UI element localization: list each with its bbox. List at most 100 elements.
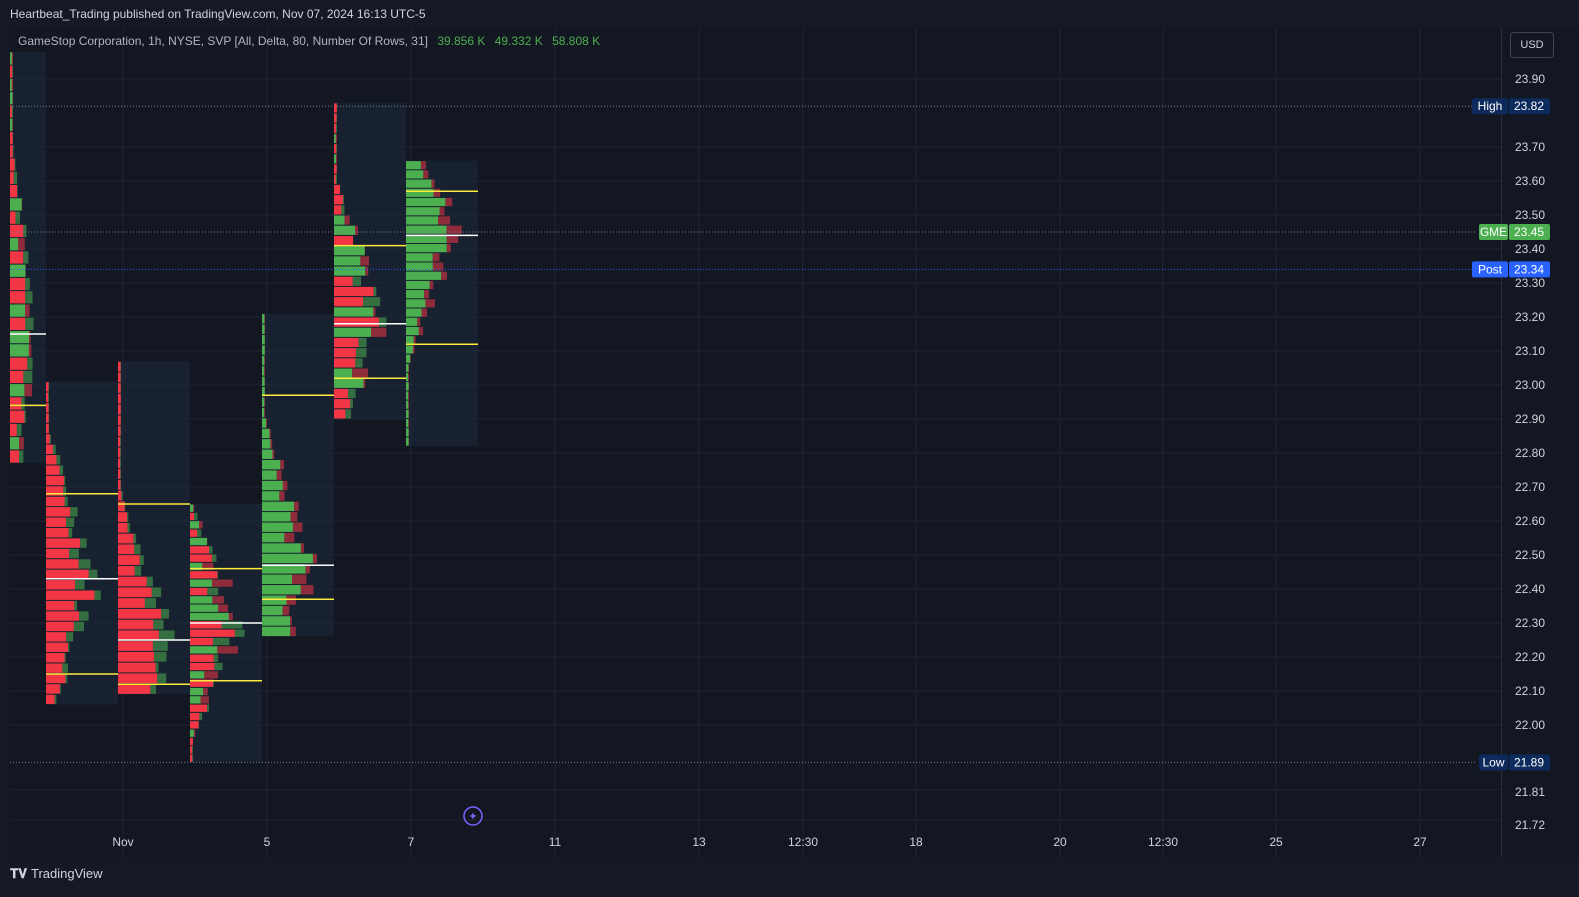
- volume-bar-secondary: [18, 437, 24, 450]
- volume-bar: [334, 205, 342, 215]
- volume-bar-secondary: [445, 197, 453, 207]
- volume-bar: [46, 580, 76, 590]
- volume-bar-secondary: [25, 277, 30, 291]
- volume-bar-secondary: [151, 587, 162, 598]
- volume-bar-secondary: [18, 450, 24, 463]
- volume-bar: [46, 642, 69, 653]
- brand-label: TradingView: [31, 866, 103, 881]
- volume-bar: [10, 92, 13, 105]
- volume-bar: [262, 491, 280, 501]
- volume-bar: [118, 608, 162, 619]
- price-marker-label: GME: [1480, 225, 1507, 239]
- volume-bar: [190, 562, 203, 571]
- volume-bar-secondary: [264, 397, 265, 407]
- volume-bar-secondary: [94, 590, 101, 600]
- time-tick-label: 18: [909, 835, 923, 849]
- volume-bar: [406, 419, 409, 428]
- volume-bar: [262, 345, 265, 355]
- volume-bar-secondary: [203, 687, 208, 696]
- volume-bar: [406, 428, 409, 437]
- volume-bar-secondary: [157, 673, 167, 684]
- volume-bar: [46, 455, 57, 465]
- volume-bar-secondary: [64, 475, 66, 486]
- volume-bar-secondary: [202, 562, 214, 571]
- volume-bar-secondary: [49, 434, 51, 444]
- volume-bar: [334, 195, 343, 205]
- volume-bar-secondary: [218, 604, 229, 612]
- volume-bar-secondary: [150, 684, 156, 694]
- volume-bar: [334, 123, 337, 133]
- volume-bar: [406, 234, 447, 244]
- volume-bar-secondary: [161, 608, 170, 619]
- volume-bar-secondary: [29, 330, 31, 344]
- volume-bar: [334, 266, 366, 276]
- volume-bar: [10, 52, 12, 65]
- volume-bar: [334, 388, 348, 399]
- volume-bar: [334, 327, 372, 337]
- volume-bar: [406, 280, 430, 290]
- volume-bar: [406, 216, 439, 225]
- volume-bar-secondary: [446, 225, 462, 234]
- volume-bar-secondary: [23, 224, 27, 238]
- volume-bar-secondary: [433, 188, 441, 197]
- volume-bar: [406, 197, 446, 207]
- volume-bar: [118, 512, 128, 522]
- currency-button[interactable]: USD: [1510, 32, 1554, 58]
- volume-bar: [262, 449, 273, 459]
- volume-bar: [262, 366, 265, 376]
- volume-bar: [118, 393, 121, 404]
- volume-bar-secondary: [66, 632, 74, 642]
- price-tick-label: 22.60: [1515, 514, 1545, 528]
- volume-bar: [118, 619, 154, 630]
- price-axis-panel[interactable]: [1501, 28, 1579, 857]
- volume-bar-secondary: [146, 576, 153, 587]
- publisher-bar: Heartbeat_Trading published on TradingVi…: [0, 0, 1579, 28]
- volume-bar: [10, 384, 25, 397]
- volume-bar-secondary: [63, 486, 67, 496]
- volume-bar-secondary: [363, 378, 366, 388]
- volume-bar: [262, 564, 306, 574]
- volume-bar: [190, 712, 200, 721]
- tradingview-brand[interactable]: 𝐓𝐕 TradingView: [10, 866, 103, 882]
- price-marker-value-bg: [1509, 754, 1550, 771]
- volume-bar-secondary: [264, 366, 265, 376]
- volume-bar-secondary: [217, 646, 238, 654]
- volume-bar: [46, 444, 53, 455]
- volume-bar: [118, 598, 145, 608]
- volume-bar: [10, 118, 13, 131]
- volume-bar: [118, 501, 125, 512]
- volume-bar-secondary: [418, 326, 424, 336]
- volume-bar: [190, 754, 193, 762]
- volume-bar: [190, 596, 213, 604]
- volume-bar-secondary: [197, 529, 202, 537]
- volume-bar-secondary: [154, 651, 167, 662]
- session-profile-6: [334, 102, 406, 420]
- volume-bar-secondary: [432, 253, 440, 262]
- volume-bar: [118, 490, 122, 501]
- volume-bar-secondary: [305, 564, 310, 574]
- volume-bar: [262, 439, 271, 449]
- volume-bar-secondary: [12, 145, 14, 158]
- volume-bar: [406, 179, 432, 188]
- volume-bar-secondary: [120, 447, 121, 458]
- volume-bar: [262, 553, 313, 564]
- volume-bar: [10, 238, 19, 251]
- volume-bar: [262, 501, 295, 512]
- volume-bar: [10, 397, 22, 410]
- volume-bar-secondary: [425, 299, 435, 308]
- volume-bar-secondary: [352, 276, 362, 286]
- volume-bar: [190, 512, 195, 521]
- volume-bar: [118, 447, 121, 458]
- volume-bar-secondary: [24, 410, 26, 423]
- volume-bar-secondary: [292, 522, 303, 532]
- volume-bar: [406, 437, 409, 446]
- volume-bar: [262, 616, 291, 626]
- volume-bar: [190, 612, 229, 621]
- volume-bar-secondary: [300, 585, 314, 595]
- volume-bar: [262, 605, 283, 616]
- legend-value-3: 58.808 K: [552, 34, 601, 48]
- volume-bar: [118, 361, 121, 372]
- volume-bar: [10, 450, 19, 463]
- volume-bar: [10, 185, 18, 198]
